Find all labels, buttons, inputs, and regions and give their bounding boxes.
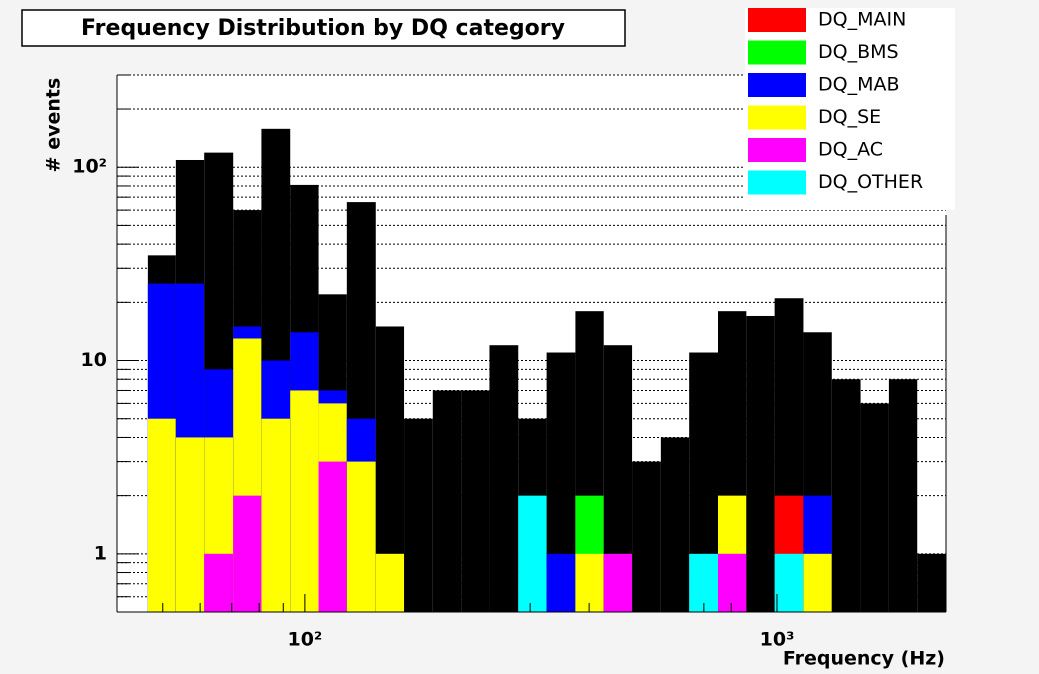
bar	[546, 553, 576, 612]
bar	[746, 315, 775, 612]
bar	[660, 437, 690, 612]
bar	[290, 390, 319, 612]
axes: 1 10 10² 10² 10³	[72, 74, 947, 651]
legend-swatch	[748, 40, 806, 65]
legend-label: DQ_SE	[818, 106, 881, 128]
bars	[147, 128, 947, 613]
bar	[888, 379, 918, 612]
x-tick-label: 10²	[287, 629, 322, 651]
bar	[404, 418, 433, 612]
legend-swatch	[748, 138, 806, 162]
legend-swatch	[748, 105, 806, 130]
bar	[489, 345, 519, 612]
bar	[803, 553, 832, 612]
chart-title: Frequency Distribution by DQ category	[81, 16, 565, 41]
legend-label: DQ_OTHER	[818, 171, 923, 193]
legend-label: DQ_BMS	[818, 41, 899, 63]
bar	[346, 461, 376, 612]
legend-swatch	[748, 73, 806, 97]
y-tick-label: 10²	[72, 156, 107, 178]
bar	[204, 553, 234, 612]
bar	[518, 495, 547, 612]
bar	[375, 553, 405, 612]
bar	[831, 379, 861, 612]
bar	[689, 553, 718, 612]
bar	[632, 461, 661, 612]
bar	[147, 418, 176, 612]
legend-entries: DQ_MAIN DQ_BMS DQ_MAB DQ_SE DQ_AC DQ_OTHER	[748, 8, 923, 195]
bar	[774, 553, 804, 612]
legend-label: DQ_AC	[818, 139, 883, 161]
bar	[432, 390, 462, 612]
legend-label: DQ_MAB	[818, 74, 900, 96]
legend-swatch	[748, 8, 806, 32]
bar	[860, 403, 889, 612]
bar	[261, 418, 291, 612]
bar	[717, 553, 747, 612]
bar	[233, 495, 262, 612]
bar	[575, 553, 604, 612]
y-tick-label: 10	[81, 349, 107, 371]
bar	[175, 437, 205, 612]
bar	[603, 553, 633, 612]
legend-swatch	[748, 170, 806, 195]
bar	[917, 553, 947, 612]
bar	[318, 461, 347, 612]
x-axis-label: Frequency (Hz)	[783, 648, 945, 670]
bar	[461, 390, 490, 612]
title-box	[21, 9, 626, 47]
legend-label: DQ_MAIN	[818, 9, 906, 31]
x-tick-label: 10³	[760, 629, 795, 651]
y-axis-label: # events	[43, 78, 65, 173]
y-tick-label: 1	[94, 542, 107, 564]
